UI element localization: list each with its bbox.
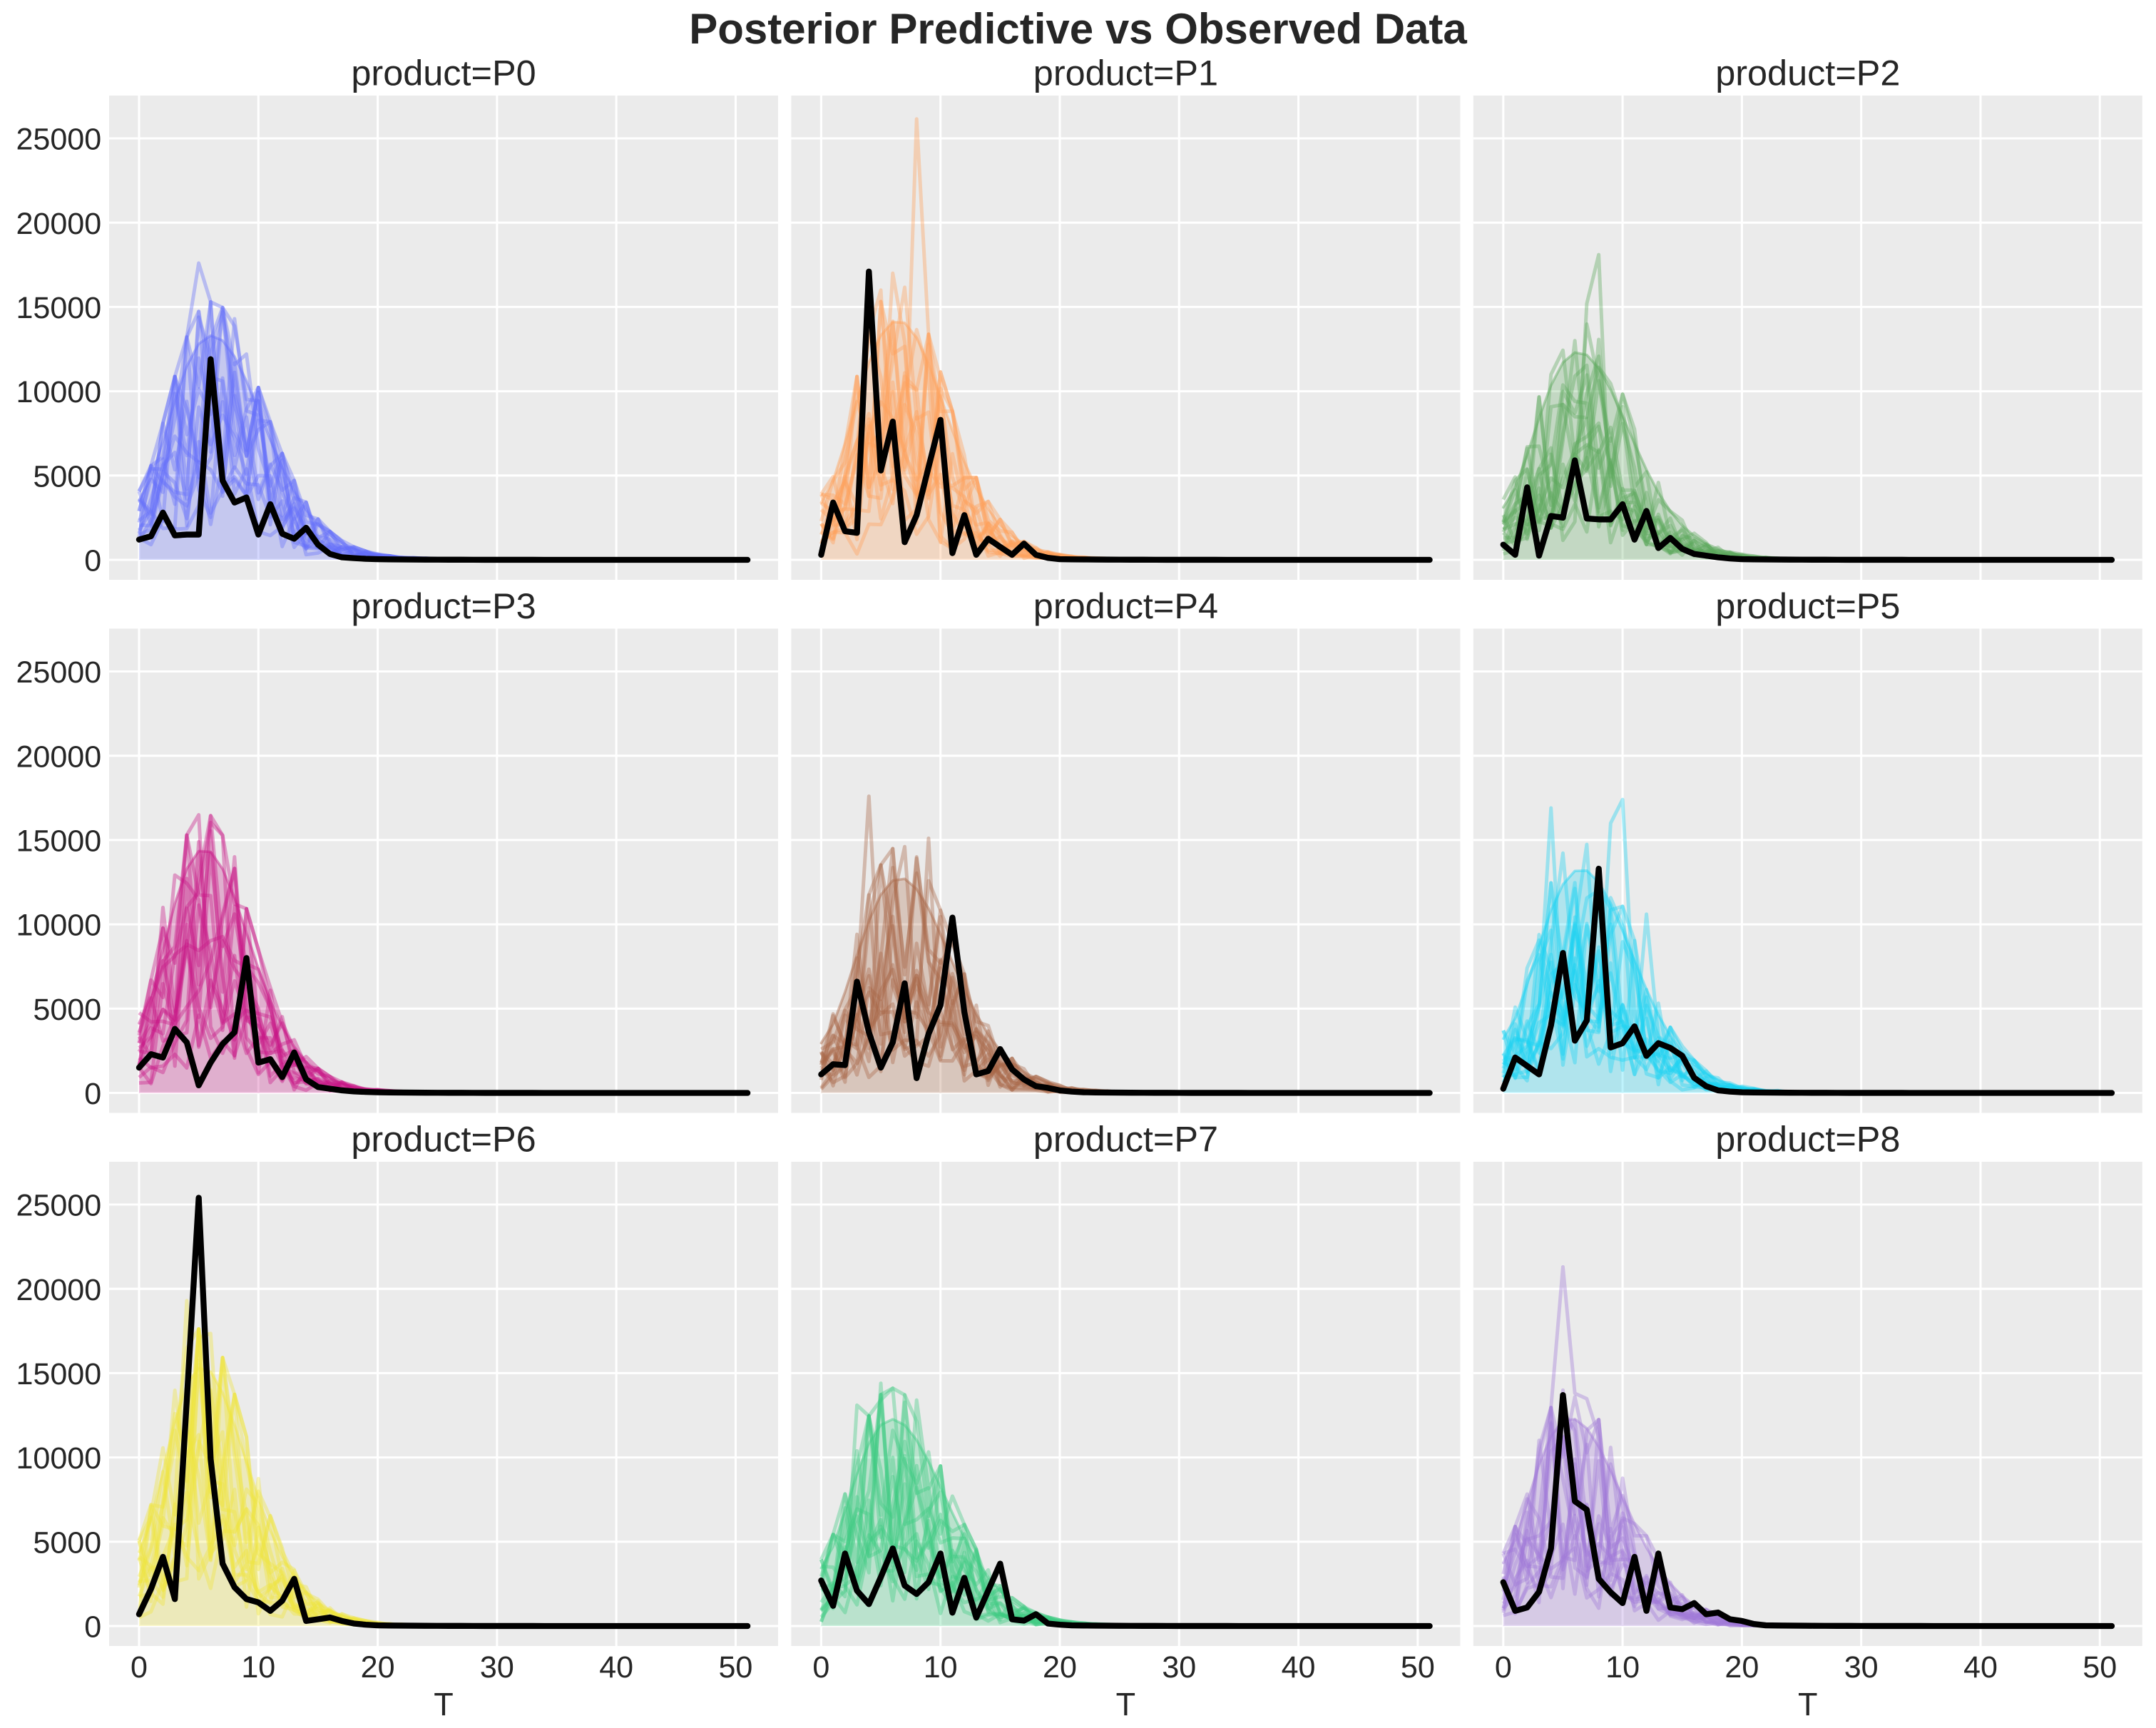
svg-text:product=P5: product=P5: [1715, 586, 1900, 626]
svg-text:0: 0: [84, 1077, 101, 1111]
svg-text:product=P2: product=P2: [1715, 52, 1900, 93]
svg-text:50: 50: [718, 1650, 752, 1684]
svg-text:10000: 10000: [16, 375, 101, 409]
svg-text:30: 30: [480, 1650, 514, 1684]
svg-text:25000: 25000: [16, 123, 101, 157]
svg-text:product=P3: product=P3: [351, 586, 536, 626]
svg-text:25000: 25000: [16, 1189, 101, 1223]
svg-text:0: 0: [812, 1650, 829, 1684]
svg-text:product=P4: product=P4: [1033, 586, 1218, 626]
svg-text:10000: 10000: [16, 1441, 101, 1476]
svg-text:30: 30: [1162, 1650, 1196, 1684]
svg-text:0: 0: [84, 1610, 101, 1645]
svg-text:25000: 25000: [16, 655, 101, 690]
svg-text:50: 50: [1401, 1650, 1435, 1684]
svg-text:10000: 10000: [16, 909, 101, 943]
svg-text:15000: 15000: [16, 824, 101, 859]
svg-text:30: 30: [1844, 1650, 1879, 1684]
svg-text:20000: 20000: [16, 740, 101, 774]
svg-text:20: 20: [361, 1650, 395, 1684]
svg-text:Posterior Predictive vs Observ: Posterior Predictive vs Observed Data: [689, 5, 1467, 53]
svg-text:T: T: [1116, 1686, 1136, 1722]
svg-text:0: 0: [84, 544, 101, 578]
svg-text:T: T: [1798, 1686, 1818, 1722]
svg-text:15000: 15000: [16, 1357, 101, 1391]
svg-text:5000: 5000: [33, 459, 101, 494]
svg-text:0: 0: [1495, 1650, 1512, 1684]
svg-text:product=P8: product=P8: [1715, 1118, 1900, 1159]
svg-text:10: 10: [241, 1650, 275, 1684]
svg-text:10: 10: [924, 1650, 958, 1684]
svg-text:product=P0: product=P0: [351, 52, 536, 93]
svg-text:20: 20: [1725, 1650, 1759, 1684]
svg-text:product=P6: product=P6: [351, 1118, 536, 1159]
svg-text:15000: 15000: [16, 291, 101, 325]
svg-text:5000: 5000: [33, 993, 101, 1027]
svg-text:5000: 5000: [33, 1525, 101, 1560]
svg-text:T: T: [434, 1686, 454, 1722]
svg-text:40: 40: [599, 1650, 633, 1684]
svg-text:20000: 20000: [16, 207, 101, 241]
svg-text:40: 40: [1963, 1650, 1998, 1684]
svg-text:20: 20: [1043, 1650, 1077, 1684]
svg-text:10: 10: [1605, 1650, 1640, 1684]
svg-text:0: 0: [131, 1650, 148, 1684]
svg-text:40: 40: [1282, 1650, 1316, 1684]
svg-text:50: 50: [2083, 1650, 2117, 1684]
svg-text:product=P1: product=P1: [1033, 52, 1218, 93]
svg-text:product=P7: product=P7: [1033, 1118, 1218, 1159]
svg-text:20000: 20000: [16, 1273, 101, 1307]
